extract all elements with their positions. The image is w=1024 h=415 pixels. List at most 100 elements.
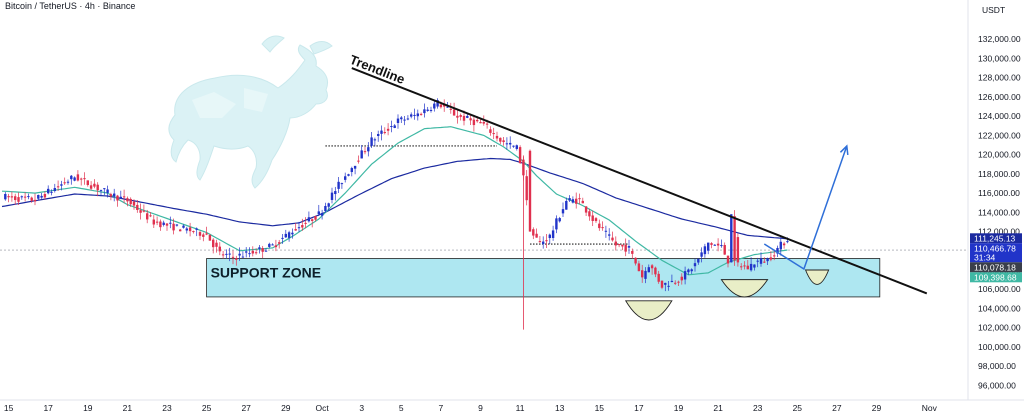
- candle: [400, 116, 403, 123]
- y-tick-label: 112,000.00: [978, 227, 1020, 237]
- candle: [479, 119, 482, 124]
- candle: [363, 146, 367, 155]
- candle: [581, 197, 584, 204]
- candle: [380, 125, 383, 141]
- x-tick-label: Oct: [315, 403, 329, 413]
- candle: [215, 239, 218, 253]
- candle: [129, 197, 132, 207]
- candle: [287, 230, 291, 242]
- y-tick-label: 98,000.00: [978, 361, 1016, 371]
- svg-text:110,078.18: 110,078.18: [974, 262, 1016, 272]
- candle: [93, 179, 96, 189]
- candle: [426, 106, 429, 112]
- candle: [241, 251, 245, 258]
- candle: [20, 195, 23, 200]
- candle: [182, 224, 185, 229]
- candle: [670, 274, 674, 283]
- candle: [152, 215, 155, 229]
- candle: [10, 191, 14, 202]
- trendline[interactable]: [351, 67, 928, 295]
- svg-text:109,398.68: 109,398.68: [974, 272, 1017, 282]
- candle: [680, 273, 683, 285]
- candle: [753, 264, 756, 271]
- candle: [221, 251, 225, 259]
- candle: [720, 239, 723, 248]
- candle: [522, 155, 525, 181]
- candle: [261, 245, 264, 258]
- candle: [588, 208, 591, 221]
- candle: [99, 189, 103, 197]
- y-tick-label: 96,000.00: [978, 380, 1016, 390]
- candle: [703, 243, 707, 258]
- candle: [281, 233, 284, 244]
- candle: [459, 113, 462, 121]
- x-tick-label: 25: [202, 403, 212, 413]
- candle: [373, 137, 377, 147]
- x-tick-label: 11: [516, 403, 525, 413]
- candle: [235, 255, 238, 266]
- candle: [528, 149, 532, 232]
- candle: [518, 145, 522, 164]
- candle: [360, 145, 363, 159]
- candle: [205, 226, 208, 236]
- candle: [624, 238, 627, 257]
- x-tick-label: 29: [281, 403, 291, 413]
- candle: [103, 188, 106, 196]
- candle: [327, 202, 330, 211]
- candle: [733, 210, 736, 266]
- candle: [769, 251, 773, 262]
- candle: [188, 222, 192, 237]
- price-badge: 111,245.13: [970, 233, 1022, 244]
- candle: [403, 115, 406, 126]
- candle: [551, 225, 555, 241]
- candle: [53, 183, 56, 193]
- candle: [617, 244, 621, 248]
- candle: [23, 192, 27, 202]
- candle: [27, 193, 30, 200]
- candle: [749, 257, 753, 272]
- candle: [743, 261, 746, 270]
- x-tick-label: 13: [555, 403, 565, 413]
- candle: [116, 194, 119, 207]
- candle: [383, 127, 386, 135]
- y-tick-label: 114,000.00: [978, 207, 1020, 217]
- candle: [344, 172, 347, 183]
- candle: [231, 250, 235, 265]
- candle: [601, 221, 604, 231]
- y-tick-label: 122,000.00: [978, 130, 1021, 140]
- x-tick-label: 5: [399, 403, 404, 413]
- candle: [225, 249, 228, 259]
- candle: [591, 210, 594, 227]
- candle: [716, 238, 720, 252]
- candle: [185, 226, 188, 234]
- candle: [542, 236, 545, 249]
- candle: [466, 113, 469, 119]
- candle: [317, 204, 320, 217]
- candle: [548, 233, 551, 245]
- x-tick-label: 27: [241, 403, 251, 413]
- candle: [604, 225, 608, 238]
- candle: [690, 268, 693, 274]
- candle: [7, 193, 10, 203]
- candle: [558, 216, 561, 223]
- x-tick-label: 29: [872, 403, 882, 413]
- candle: [443, 99, 446, 112]
- candle: [297, 221, 301, 233]
- candle: [565, 197, 568, 210]
- candle: [136, 200, 139, 213]
- x-tick-label: 21: [713, 403, 723, 413]
- candle: [535, 228, 538, 238]
- candle: [568, 195, 571, 202]
- candle: [198, 230, 202, 240]
- candle: [683, 266, 687, 285]
- candle: [109, 192, 113, 201]
- price-badge: 110,078.18: [970, 262, 1022, 273]
- x-tick-label: 17: [43, 403, 53, 413]
- candle: [291, 228, 294, 239]
- candle: [254, 248, 258, 255]
- candle: [30, 196, 33, 203]
- candle: [664, 282, 667, 292]
- candle: [723, 242, 726, 255]
- candle: [119, 190, 122, 199]
